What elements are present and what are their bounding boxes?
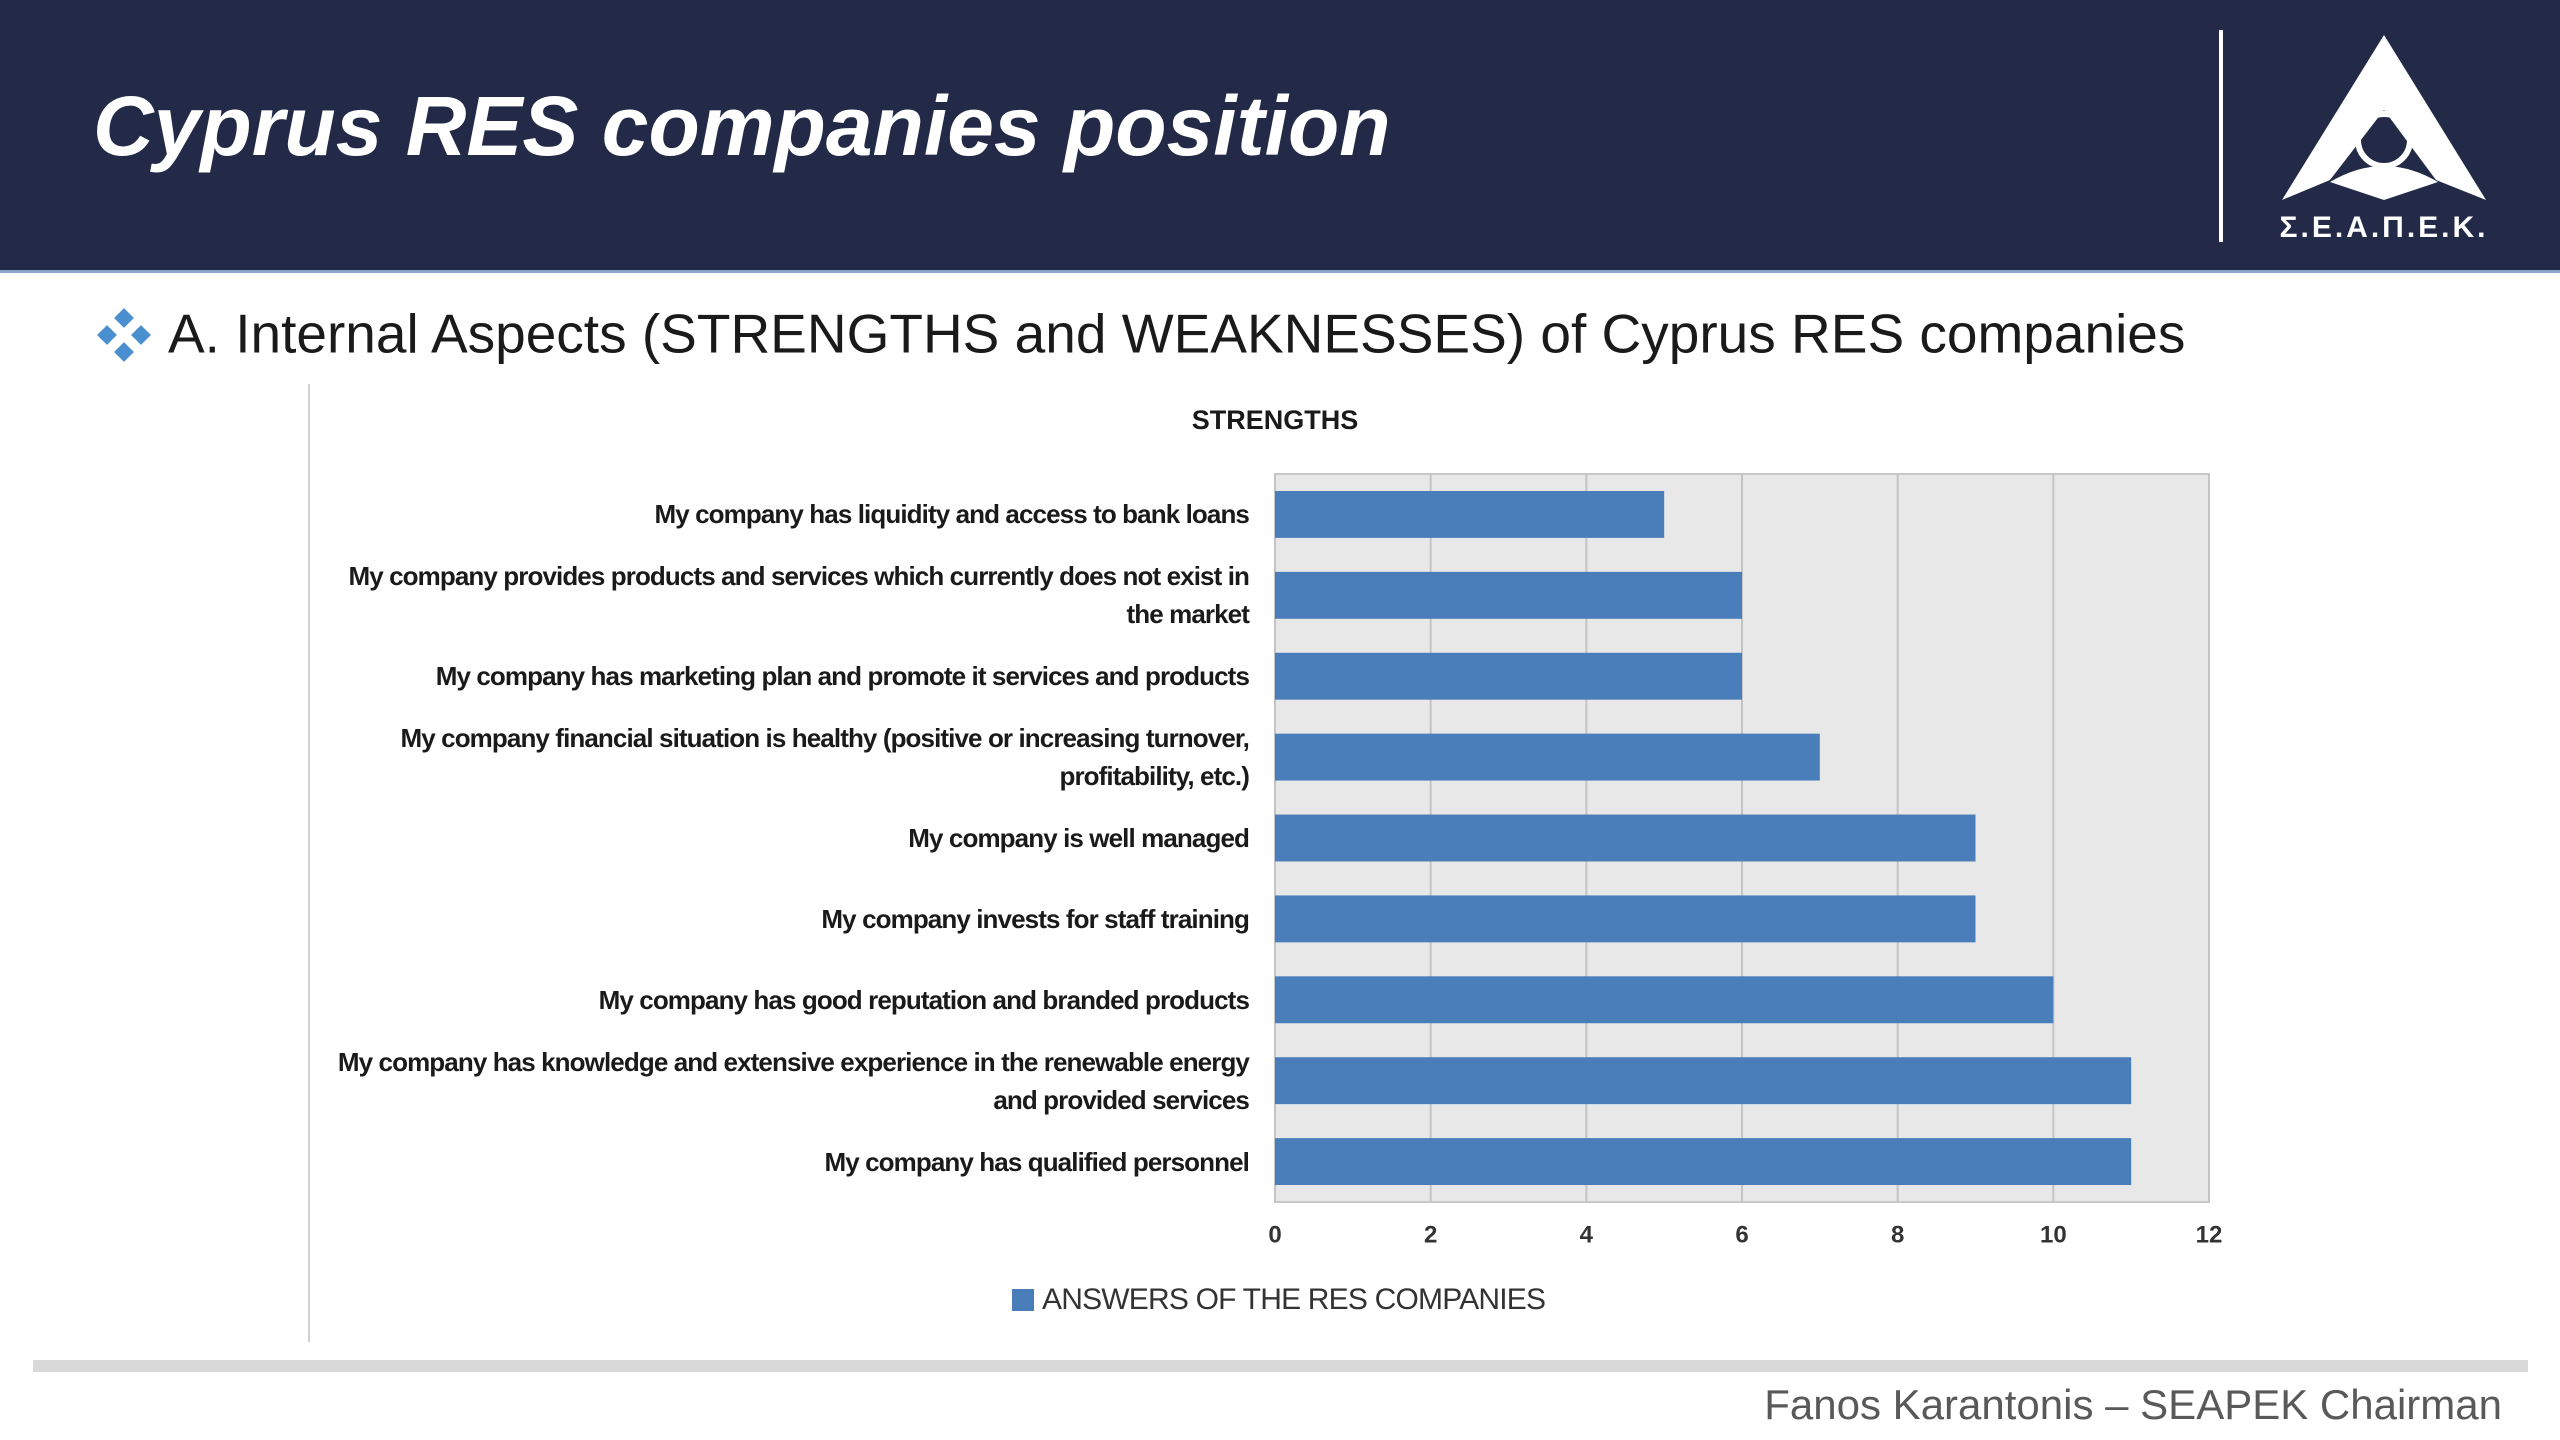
legend-swatch bbox=[1012, 1289, 1034, 1311]
bar bbox=[1275, 895, 1976, 943]
bar bbox=[1275, 571, 1742, 619]
slide-title: Cyprus RES companies position bbox=[93, 79, 1391, 173]
header-rule bbox=[0, 270, 2560, 273]
x-tick-label: 0 bbox=[1268, 1221, 1281, 1248]
x-tick-label: 10 bbox=[2040, 1221, 2067, 1248]
bar bbox=[1275, 652, 1742, 700]
y-tick-label: My company has qualified personnel bbox=[824, 1146, 1249, 1177]
logo-text: Σ.Ε.Α.Π.Ε.Κ. bbox=[2279, 211, 2488, 244]
bar bbox=[1275, 814, 1976, 862]
y-tick-label: My company has liquidity and access to b… bbox=[654, 499, 1249, 530]
y-tick-label: My company provides products and service… bbox=[348, 561, 1249, 630]
footer-text: Fanos Karantonis – SEAPEK Chairman bbox=[1764, 1381, 2502, 1428]
y-tick-label: My company financial situation is health… bbox=[400, 723, 1250, 792]
x-tick-label: 8 bbox=[1891, 1221, 1904, 1248]
header-bar bbox=[0, 0, 2560, 272]
bar bbox=[1275, 490, 1665, 538]
y-tick-label: My company has good reputation and brand… bbox=[598, 984, 1250, 1015]
bullet-icon bbox=[97, 308, 151, 362]
bar bbox=[1275, 1057, 2132, 1105]
bar bbox=[1275, 733, 1820, 781]
x-tick-label: 6 bbox=[1735, 1221, 1748, 1248]
y-tick-label: My company has knowledge and extensive e… bbox=[337, 1046, 1250, 1115]
footer-bar bbox=[33, 1360, 2528, 1372]
y-tick-label: My company has marketing plan and promot… bbox=[435, 661, 1250, 692]
bar bbox=[1275, 976, 2054, 1024]
bar bbox=[1275, 1138, 2132, 1186]
x-tick-label: 12 bbox=[2196, 1221, 2223, 1248]
x-tick-label: 4 bbox=[1580, 1221, 1594, 1248]
logo bbox=[2282, 35, 2486, 200]
chart-title: STRENGTHS bbox=[1192, 405, 1359, 435]
y-tick-label: My company invests for staff training bbox=[821, 903, 1249, 934]
legend-label: ANSWERS OF THE RES COMPANIES bbox=[1042, 1283, 1545, 1316]
y-tick-label: My company is well managed bbox=[908, 823, 1250, 853]
x-tick-label: 2 bbox=[1424, 1221, 1437, 1248]
bullet-text: A. Internal Aspects (STRENGTHS and WEAKN… bbox=[168, 303, 2185, 365]
